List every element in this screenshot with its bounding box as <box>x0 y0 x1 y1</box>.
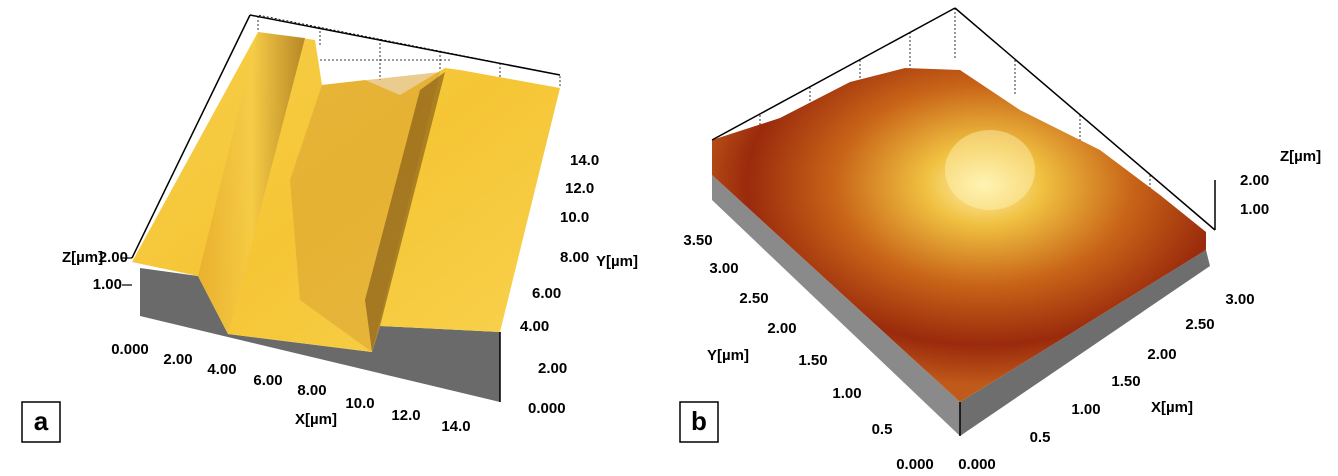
z-tick-label: 1.00 <box>93 276 122 293</box>
x-tick-label: 6.00 <box>253 372 282 389</box>
x-tick-label: 4.00 <box>207 361 236 378</box>
x-tick-label: 12.0 <box>391 407 420 424</box>
y-tick-label: 2.00 <box>538 360 567 377</box>
y-tick-label: 2.00 <box>767 320 796 337</box>
y-tick-label: 6.00 <box>532 285 561 302</box>
z-tick-label: 2.00 <box>99 249 128 266</box>
y-tick-label: 12.0 <box>565 180 594 197</box>
z-title: Z[µm] <box>62 249 103 266</box>
y-tick-label: 10.0 <box>560 209 589 226</box>
x-tick-label: 8.00 <box>297 382 326 399</box>
x-tick-label: 14.0 <box>441 418 470 435</box>
x-tick-label: 0.000 <box>958 456 996 473</box>
y-tick-label: 1.50 <box>798 352 827 369</box>
z-tick-label: 1.00 <box>1240 201 1269 218</box>
x-tick-label: 0.5 <box>1030 429 1051 446</box>
x-title: X[µm] <box>1151 399 1193 416</box>
y-title: Y[µm] <box>707 347 749 364</box>
y-tick-label: 0.5 <box>872 421 893 438</box>
panel-b: Z[µm] 2.00 1.00 0.000 0.5 1.00 1.50 Y[µm… <box>680 8 1321 473</box>
y-tick-label: 8.00 <box>560 249 589 266</box>
surface <box>712 68 1206 402</box>
x-tick-label: 2.50 <box>1185 316 1214 333</box>
y-tick-label: 3.50 <box>683 232 712 249</box>
y-tick-label: 1.00 <box>832 385 861 402</box>
y-tick-label: 0.000 <box>896 456 934 473</box>
highlight <box>945 130 1035 210</box>
z-tick-label: 2.00 <box>1240 172 1269 189</box>
panel-label: b <box>691 406 707 436</box>
figure: Z[µm] 2.00 1.00 0.000 2.00 4.00 6.00 8.0… <box>0 0 1338 476</box>
y-tick-label: 2.50 <box>739 290 768 307</box>
panel-label: a <box>34 406 49 436</box>
y-tick-label: 14.0 <box>570 152 599 169</box>
panel-a: Z[µm] 2.00 1.00 0.000 2.00 4.00 6.00 8.0… <box>22 15 638 442</box>
x-tick-label: 1.50 <box>1111 373 1140 390</box>
y-tick-label: 0.000 <box>528 400 566 417</box>
y-tick-label: 4.00 <box>520 318 549 335</box>
x-title: X[µm] <box>295 411 337 428</box>
x-tick-label: 2.00 <box>1147 346 1176 363</box>
y-tick-label: 3.00 <box>709 260 738 277</box>
x-tick-label: 3.00 <box>1225 291 1254 308</box>
x-tick-label: 1.00 <box>1071 401 1100 418</box>
x-tick-label: 0.000 <box>111 341 149 358</box>
y-title: Y[µm] <box>596 253 638 270</box>
x-tick-label: 10.0 <box>345 395 374 412</box>
x-tick-label: 2.00 <box>163 351 192 368</box>
z-title: Z[µm] <box>1280 148 1321 165</box>
